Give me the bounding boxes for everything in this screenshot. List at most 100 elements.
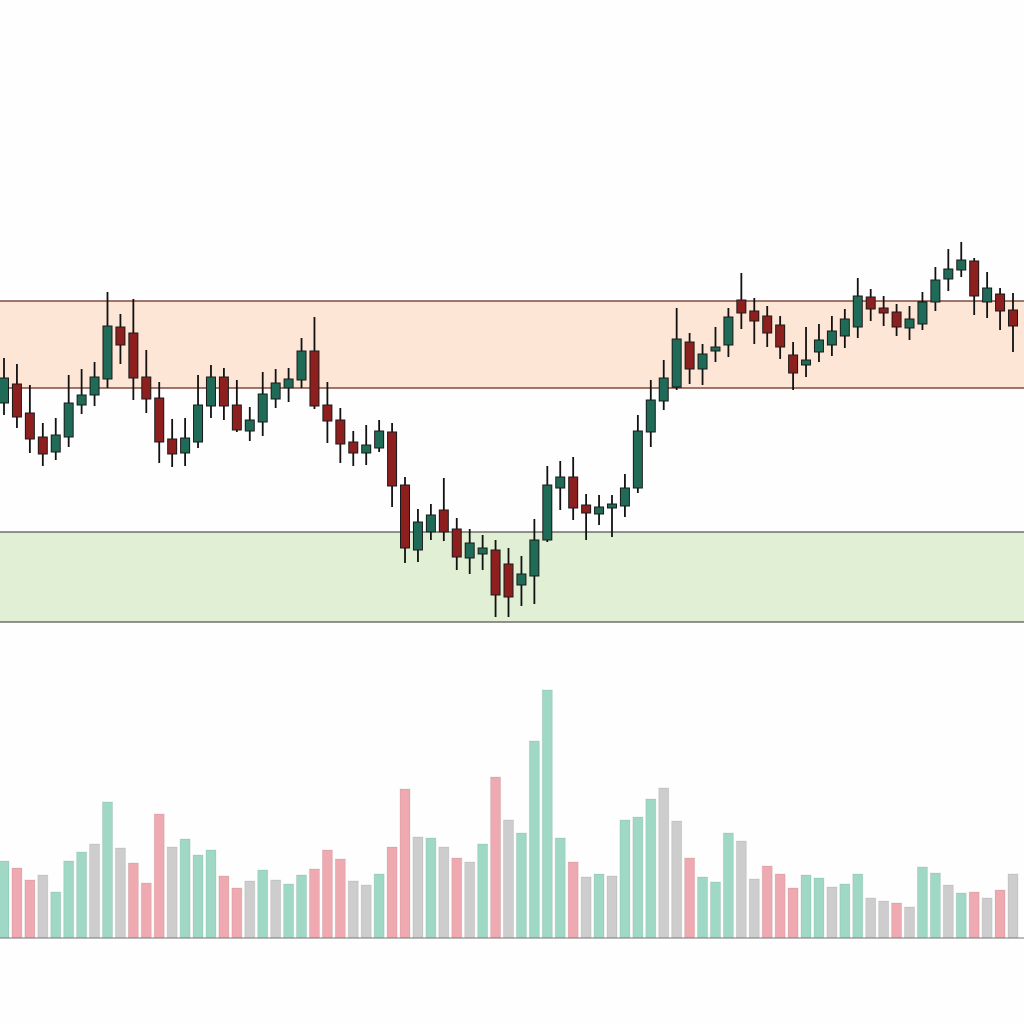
- volume-bar: [231, 887, 243, 939]
- candle-body: [852, 295, 863, 328]
- candle-body: [775, 324, 786, 348]
- volume-bar: [205, 849, 217, 939]
- candle-body: [400, 484, 411, 549]
- candle: [503, 548, 514, 617]
- candle-body: [37, 436, 48, 455]
- volume-bar: [800, 874, 812, 939]
- volume-bar: [296, 874, 308, 939]
- volume-bar: [308, 868, 320, 939]
- candle-body: [555, 476, 566, 489]
- candle-body: [24, 412, 35, 440]
- volume-bar: [140, 882, 152, 939]
- candle: [671, 308, 682, 390]
- candle: [193, 375, 204, 448]
- candle: [128, 299, 139, 400]
- candle: [619, 474, 630, 517]
- candle-body: [594, 506, 605, 515]
- candle: [529, 519, 540, 604]
- candle-body: [63, 402, 74, 438]
- candle: [115, 314, 126, 364]
- candle: [244, 407, 255, 441]
- volume-bar: [916, 866, 928, 939]
- volume-bar: [645, 798, 657, 939]
- candle-body: [425, 514, 436, 533]
- candle-body: [930, 279, 941, 303]
- candle-body: [619, 487, 630, 507]
- candle-body: [348, 441, 359, 454]
- candle-body: [270, 382, 281, 400]
- candle-body: [671, 338, 682, 388]
- candle: [322, 382, 333, 443]
- candle: [891, 304, 902, 336]
- volume-bar: [929, 872, 941, 939]
- candle: [451, 518, 462, 570]
- volume-bar: [257, 869, 269, 939]
- volume-bar: [101, 801, 113, 939]
- candle: [24, 385, 35, 453]
- candle-body: [76, 394, 87, 406]
- candle: [76, 369, 87, 414]
- volume-bar: [127, 862, 139, 939]
- candle: [102, 292, 113, 388]
- volume-bar: [399, 788, 411, 939]
- candle-body: [154, 397, 165, 443]
- candle-body: [438, 509, 449, 533]
- candle-body: [141, 376, 152, 400]
- candle: [63, 375, 74, 447]
- volume-bar: [321, 849, 333, 939]
- volume-bar: [541, 689, 553, 939]
- volume-bar: [270, 879, 282, 939]
- candle: [296, 338, 307, 388]
- candle-body: [309, 350, 320, 407]
- candle-body: [658, 377, 669, 402]
- candle-body: [231, 404, 242, 431]
- volume-bar: [283, 883, 295, 939]
- candle: [645, 380, 656, 447]
- candle-body: [374, 430, 385, 449]
- candle-body: [128, 332, 139, 379]
- candle: [594, 495, 605, 525]
- volume-bar: [218, 875, 230, 939]
- candle-body: [969, 260, 980, 297]
- candle-body: [801, 359, 812, 366]
- candle-body: [322, 404, 333, 422]
- candle-body: [503, 563, 514, 598]
- volume-bar: [386, 846, 398, 939]
- candle: [969, 258, 980, 315]
- candle-body: [568, 476, 579, 509]
- candle-body: [684, 341, 695, 370]
- candle: [749, 298, 760, 344]
- candle-body: [0, 377, 9, 404]
- candle: [813, 324, 824, 362]
- candle: [788, 342, 799, 390]
- volume-bar: [360, 884, 372, 939]
- volume-bar: [153, 813, 165, 939]
- candle-body: [11, 383, 22, 418]
- volume-bar: [373, 873, 385, 939]
- candle: [710, 327, 721, 362]
- candle: [374, 420, 385, 452]
- candle: [270, 369, 281, 408]
- volume-bar: [0, 860, 10, 939]
- candle: [37, 423, 48, 466]
- volume-bar: [192, 854, 204, 939]
- candle-body: [606, 503, 617, 509]
- volume-bar: [567, 861, 579, 939]
- candle: [490, 540, 501, 617]
- volume-bar: [11, 867, 23, 939]
- candle: [1008, 293, 1018, 352]
- candle: [309, 317, 320, 409]
- candle: [982, 272, 993, 318]
- candle: [400, 477, 411, 563]
- candle-body: [244, 419, 255, 432]
- volume-bar: [37, 874, 49, 939]
- volume-bar: [490, 776, 502, 939]
- volume-bar: [852, 873, 864, 939]
- volume-bar: [464, 861, 476, 939]
- candle-body: [788, 354, 799, 374]
- candle-body: [891, 311, 902, 328]
- candle: [218, 368, 229, 420]
- volume-bar: [438, 846, 450, 939]
- candle: [956, 242, 967, 277]
- volume-bar: [787, 887, 799, 939]
